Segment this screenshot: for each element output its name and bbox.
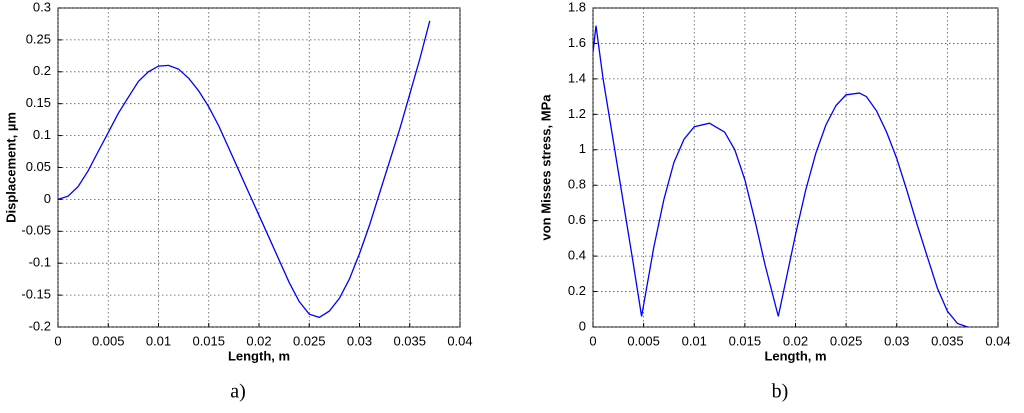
plot-frame [592, 7, 999, 328]
x-tick-label: 0.005 [92, 333, 125, 348]
x-tick-label: 0.035 [393, 333, 426, 348]
x-tick-label: 0.04 [985, 333, 1010, 348]
x-tick-label: 0.04 [447, 333, 472, 348]
y-tick-label: -0.1 [29, 255, 51, 270]
y-tick-label: -0.2 [29, 318, 51, 333]
y-tick-label: 0.6 [568, 212, 586, 227]
x-tick-label: 0.035 [931, 333, 964, 348]
caption: b) [772, 381, 789, 403]
x-tick-label: 0.02 [246, 333, 271, 348]
y-tick-label: 1 [579, 141, 586, 156]
y-tick-label: 0.2 [568, 283, 586, 298]
x-tick-label: 0.005 [627, 333, 660, 348]
y-tick-label: 1.8 [568, 0, 586, 14]
y-tick-label: 0.4 [568, 248, 586, 263]
x-axis-label: Length, m [228, 348, 290, 363]
y-tick-label: -0.15 [21, 287, 51, 302]
y-tick-label: 0.8 [568, 177, 586, 192]
y-axis-label: von Misses stress, MPa [538, 94, 553, 241]
data-line [592, 25, 968, 328]
x-tick-label: 0.01 [682, 333, 707, 348]
x-axis-label: Length, m [764, 348, 826, 363]
x-tick-label: 0 [589, 333, 596, 348]
x-tick-label: 0.03 [884, 333, 909, 348]
x-tick-label: 0.02 [783, 333, 808, 348]
y-tick-label: 1.2 [568, 106, 586, 121]
y-tick-label: 1.6 [568, 35, 586, 50]
y-tick-label: 0.2 [33, 63, 51, 78]
y-tick-label: 0.05 [26, 159, 51, 174]
caption: a) [230, 381, 246, 403]
x-tick-label: 0.015 [729, 333, 762, 348]
y-tick-label: 1.4 [568, 70, 586, 85]
y-axis-label: Displacement, µm [3, 112, 18, 223]
x-tick-label: 0.025 [293, 333, 326, 348]
x-tick-label: 0.01 [146, 333, 171, 348]
x-tick-label: 0.025 [830, 333, 863, 348]
y-tick-label: 0.1 [33, 127, 51, 142]
data-line [57, 20, 431, 319]
y-tick-label: 0.3 [33, 0, 51, 14]
x-tick-label: 0.015 [192, 333, 225, 348]
y-tick-label: 0.15 [26, 95, 51, 110]
y-tick-label: 0 [579, 318, 586, 333]
x-tick-label: 0 [54, 333, 61, 348]
y-tick-label: 0 [44, 191, 51, 206]
y-tick-label: 0.25 [26, 31, 51, 46]
y-tick-label: -0.05 [21, 223, 51, 238]
x-tick-label: 0.03 [347, 333, 372, 348]
